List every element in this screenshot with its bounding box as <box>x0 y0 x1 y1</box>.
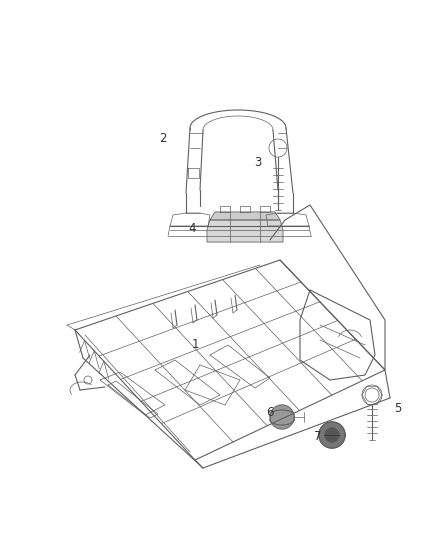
Text: 1: 1 <box>191 338 199 351</box>
Text: 4: 4 <box>188 222 196 235</box>
Polygon shape <box>270 417 294 423</box>
Polygon shape <box>319 422 345 448</box>
Polygon shape <box>270 405 294 429</box>
Text: 2: 2 <box>159 132 167 144</box>
Text: 7: 7 <box>314 431 322 443</box>
Text: 5: 5 <box>394 401 402 415</box>
Polygon shape <box>325 428 339 442</box>
Polygon shape <box>210 212 280 220</box>
Polygon shape <box>207 220 283 242</box>
Text: 3: 3 <box>254 156 261 168</box>
Text: 6: 6 <box>266 406 274 418</box>
